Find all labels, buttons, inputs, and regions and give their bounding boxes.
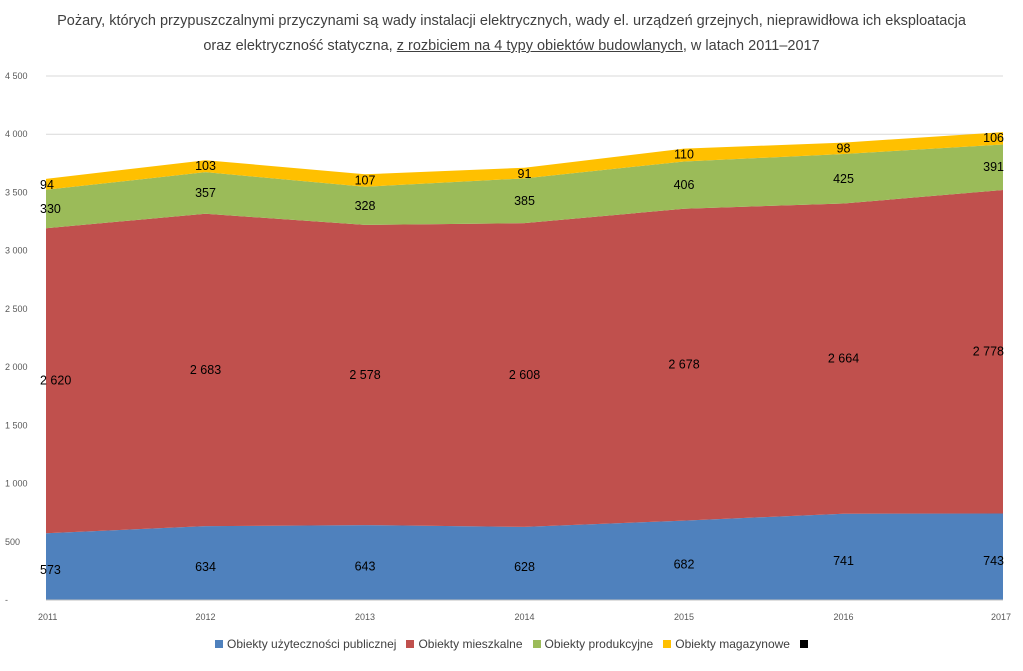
legend-label: Obiekty magazynowe bbox=[675, 637, 790, 651]
title-prefix: oraz elektryczność statyczna, bbox=[203, 38, 397, 54]
x-tick-label: 2011 bbox=[38, 612, 57, 622]
x-tick-label: 2016 bbox=[833, 612, 853, 622]
title-suffix: , w latach 2011–2017 bbox=[682, 38, 820, 54]
chart-legend: Obiekty użyteczności publicznej Obiekty m… bbox=[0, 637, 1023, 651]
legend-label: Obiekty użyteczności publicznej bbox=[227, 637, 397, 651]
data-label: 357 bbox=[195, 186, 216, 200]
y-tick-label: 1 000 bbox=[5, 479, 28, 489]
x-tick-label: 2015 bbox=[674, 612, 694, 622]
data-label: 328 bbox=[355, 199, 376, 213]
chart-title-line1: Pożary, których przypuszczalnymi przyczy… bbox=[57, 13, 966, 29]
legend-swatch bbox=[663, 640, 672, 648]
data-label: 2 578 bbox=[349, 368, 380, 382]
data-label: 2 664 bbox=[828, 352, 859, 366]
data-label: 634 bbox=[195, 560, 216, 574]
legend-item: Obiekty magazynowe bbox=[663, 637, 790, 651]
y-tick-label: 4 500 bbox=[5, 71, 28, 81]
y-tick-label: 2 500 bbox=[5, 304, 28, 314]
data-label: 106 bbox=[983, 131, 1004, 145]
legend-item: Obiekty produkcyjne bbox=[532, 637, 654, 651]
y-tick-label: 500 bbox=[5, 537, 20, 547]
data-label: 391 bbox=[983, 160, 1004, 174]
data-label: 110 bbox=[674, 148, 694, 162]
data-label: 406 bbox=[674, 178, 695, 192]
legend-item: Obiekty mieszkalne bbox=[406, 637, 523, 651]
data-label: 385 bbox=[514, 194, 535, 208]
data-label: 2 678 bbox=[668, 358, 699, 372]
y-tick-label: 1 500 bbox=[5, 420, 28, 430]
data-label: 2 683 bbox=[190, 363, 221, 377]
data-label: 682 bbox=[674, 557, 695, 571]
legend-swatch bbox=[532, 640, 541, 648]
data-label: 2 620 bbox=[40, 374, 71, 388]
data-label: 425 bbox=[833, 172, 854, 186]
data-label: 743 bbox=[983, 554, 1004, 568]
area-series-3 bbox=[46, 132, 1003, 190]
data-label: 103 bbox=[195, 159, 216, 173]
data-label: 98 bbox=[837, 142, 851, 156]
legend-swatch-extra bbox=[799, 640, 808, 648]
data-label: 573 bbox=[40, 563, 61, 577]
data-label: 2 778 bbox=[973, 345, 1004, 359]
chart-title-line2: oraz elektryczność statyczna, z rozbicie… bbox=[0, 38, 1023, 54]
legend-swatch bbox=[406, 640, 415, 648]
y-tick-label: 3 500 bbox=[5, 187, 28, 197]
title-underlined: z rozbiciem na 4 typy obiektów budowlany… bbox=[396, 38, 683, 54]
area-series-0 bbox=[46, 513, 1003, 600]
data-label: 91 bbox=[518, 167, 532, 181]
data-label: 741 bbox=[833, 554, 854, 568]
legend-label: Obiekty mieszkalne bbox=[418, 637, 523, 651]
x-tick-label: 2013 bbox=[355, 612, 375, 622]
legend-swatch bbox=[215, 640, 224, 648]
y-tick-label: 2 000 bbox=[5, 362, 28, 372]
y-tick-label: 3 000 bbox=[5, 246, 28, 256]
data-label: 330 bbox=[40, 202, 61, 216]
legend-label: Obiekty produkcyjne bbox=[544, 637, 654, 651]
data-label: 107 bbox=[355, 173, 376, 187]
legend-item: Obiekty użyteczności publicznej bbox=[215, 637, 396, 651]
y-tick-label: - bbox=[5, 595, 8, 605]
data-label: 643 bbox=[355, 559, 376, 573]
x-tick-label: 2014 bbox=[514, 612, 534, 622]
area-series-1 bbox=[46, 189, 1003, 534]
y-tick-label: 4 000 bbox=[5, 129, 28, 139]
data-label: 94 bbox=[40, 178, 54, 192]
data-label: 2 608 bbox=[509, 368, 540, 382]
x-tick-label: 2012 bbox=[195, 612, 215, 622]
x-tick-label: 2017 bbox=[991, 612, 1011, 622]
data-label: 628 bbox=[514, 560, 535, 574]
area-series-2 bbox=[46, 144, 1003, 229]
